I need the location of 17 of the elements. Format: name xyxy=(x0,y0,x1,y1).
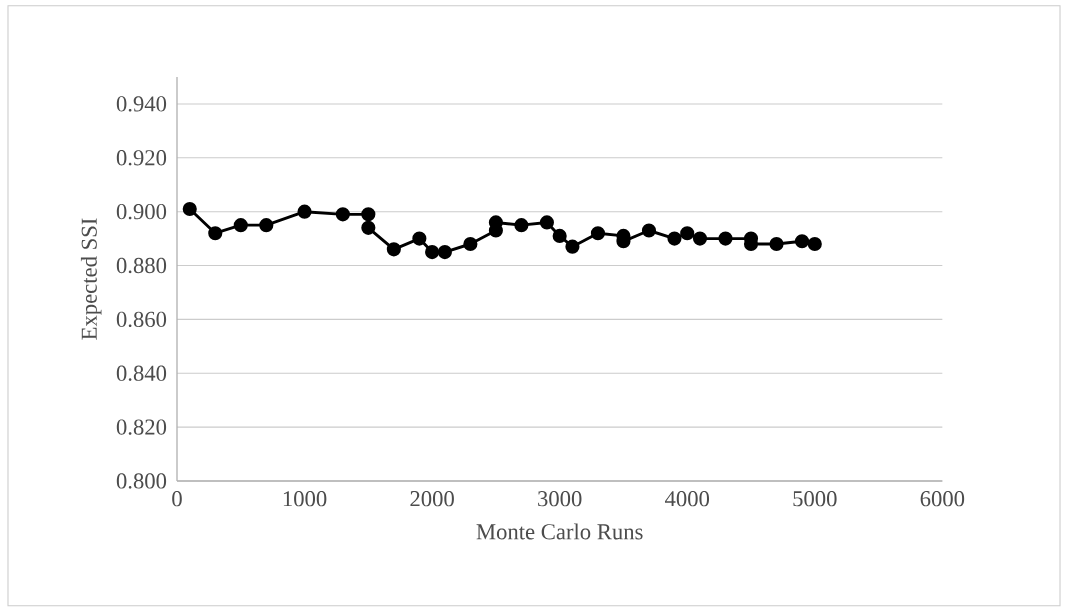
y-tick-label: 0.840 xyxy=(116,365,167,381)
y-axis-title: Expected SSI xyxy=(80,218,102,340)
x-tick-label: 1000 xyxy=(283,491,327,507)
x-tick-label: 5000 xyxy=(793,491,837,507)
y-tick-label: 0.920 xyxy=(116,150,167,166)
x-axis-title: Monte Carlo Runs xyxy=(476,523,643,540)
y-tick-label: 0.900 xyxy=(116,203,167,220)
x-tick-label: 3000 xyxy=(538,491,582,507)
y-tick-label: 0.820 xyxy=(116,419,167,435)
y-tick-label: 0.860 xyxy=(116,311,167,328)
y-tick-label: 0.940 xyxy=(116,96,167,112)
y-tick-label: 0.800 xyxy=(116,473,167,489)
y-tick-label: 0.880 xyxy=(116,257,167,274)
x-tick-label: 2000 xyxy=(410,491,454,507)
x-tick-label: 4000 xyxy=(665,491,710,507)
x-tick-label: 6000 xyxy=(920,491,965,507)
x-tick-label: 0 xyxy=(172,491,182,507)
